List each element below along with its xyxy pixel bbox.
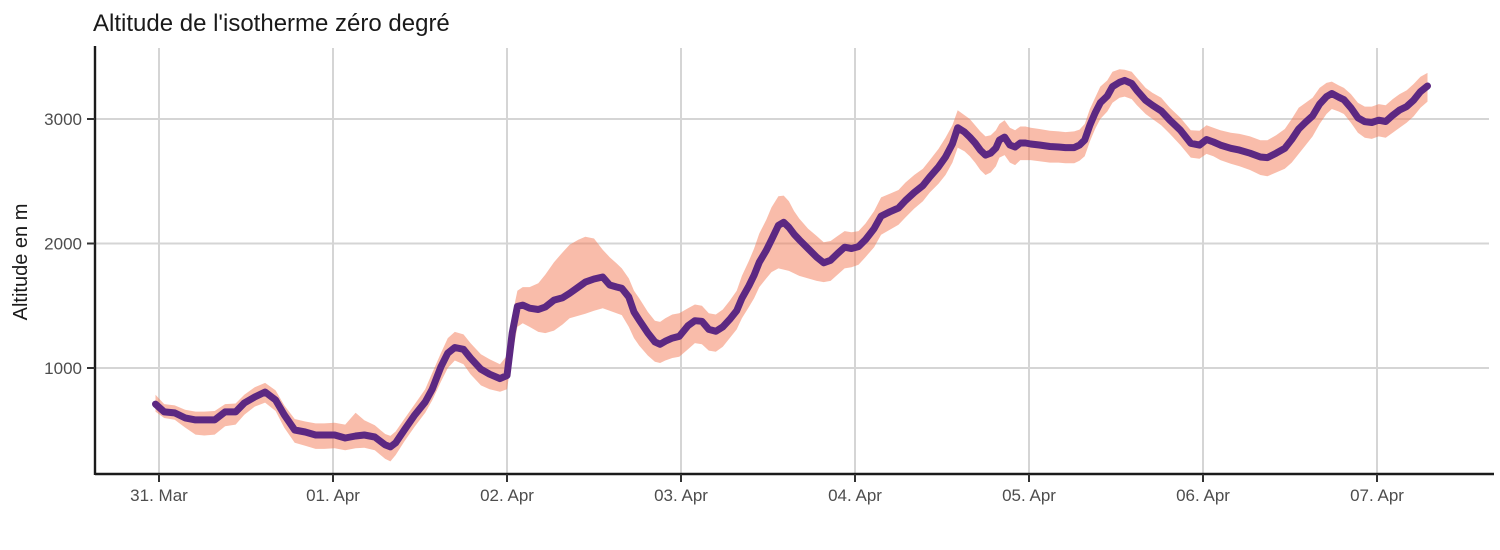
chart-title: Altitude de l'isotherme zéro degré [93, 10, 450, 37]
x-tick-label: 04. Apr [828, 486, 882, 505]
y-axis-title: Altitude en m [10, 204, 32, 321]
x-tick-label: 06. Apr [1176, 486, 1230, 505]
y-axis: 1000 2000 3000 [44, 46, 97, 475]
y-tick-label: 2000 [44, 235, 82, 254]
x-tick-label: 01. Apr [306, 486, 360, 505]
y-tick-label: 3000 [44, 110, 82, 129]
x-tick-label: 05. Apr [1002, 486, 1056, 505]
x-tick-label: 02. Apr [480, 486, 534, 505]
x-tick-label: 07. Apr [1350, 486, 1404, 505]
altitude-line [152, 76, 1431, 451]
x-tick-label: 31. Mar [130, 486, 188, 505]
uncertainty-ribbon [155, 69, 1428, 462]
x-axis: 31. Mar 01. Apr 02. Apr 03. Apr 04. Apr 05. A… [95, 472, 1494, 505]
y-tick-label: 1000 [44, 359, 82, 378]
x-tick-label: 03. Apr [654, 486, 708, 505]
